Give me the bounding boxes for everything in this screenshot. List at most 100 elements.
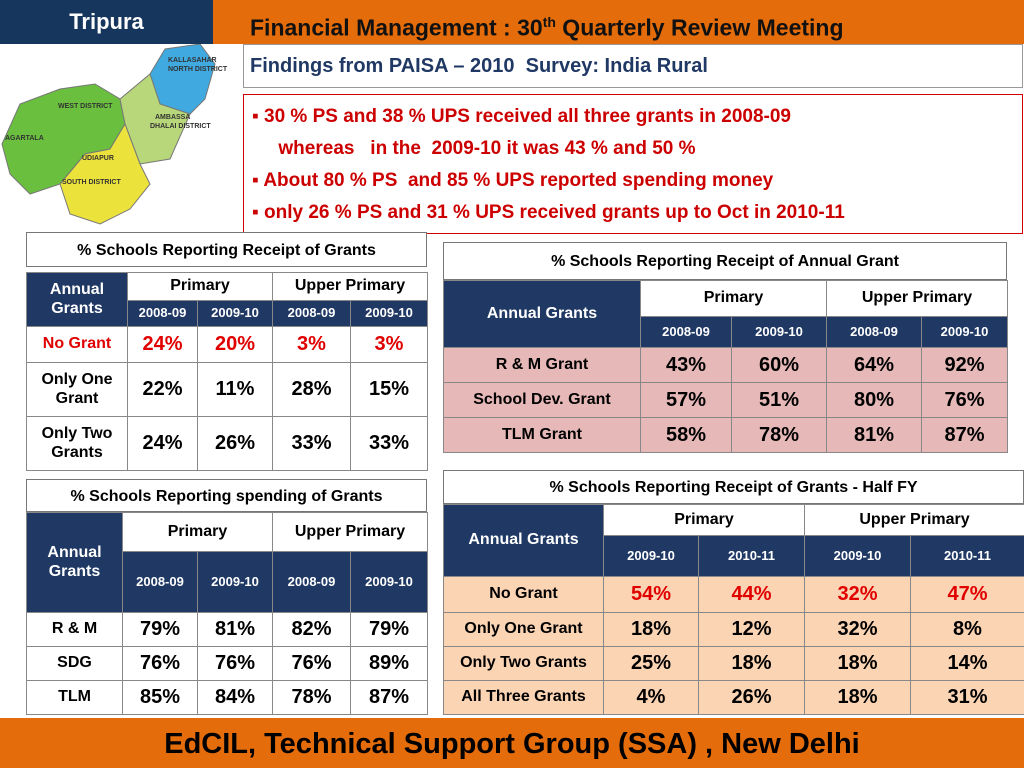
year-header: 2008-09 xyxy=(128,301,198,327)
row-label: Only Two Grants xyxy=(444,647,604,681)
bullet-line: whereas in the 2009-10 it was 43 % and 5… xyxy=(252,133,1014,165)
map: KALLASAHAR NORTH DISTRICT WEST DISTRICT AMB… xyxy=(0,44,240,232)
cell-value: 79% xyxy=(123,613,198,647)
cell-value: 79% xyxy=(351,613,428,647)
group-header: Primary xyxy=(641,281,827,317)
cell-value: 89% xyxy=(351,647,428,681)
cell-value: 58% xyxy=(641,418,732,453)
map-label: AMBASSA xyxy=(155,114,190,121)
cell-value: 18% xyxy=(805,647,911,681)
bullet-line: ▪ About 80 % PS and 85 % UPS reported sp… xyxy=(252,165,1014,197)
cell-value: 43% xyxy=(641,348,732,383)
title-rest: Quarterly Review Meeting xyxy=(556,15,844,41)
title-sup: th xyxy=(543,14,556,30)
table-title: % Schools Reporting Receipt of Grants xyxy=(26,232,427,267)
cell-value: 28% xyxy=(273,363,351,417)
cell-value: 31% xyxy=(911,681,1024,715)
title-main: Financial Management : 30 xyxy=(250,15,543,41)
row-label: TLM xyxy=(27,681,123,715)
cell-value: 87% xyxy=(922,418,1008,453)
cell-value: 15% xyxy=(351,363,428,417)
group-header: Upper Primary xyxy=(805,505,1024,536)
cell-value: 60% xyxy=(732,348,827,383)
bullets: ▪ 30 % PS and 38 % UPS received all thre… xyxy=(243,94,1023,234)
map-label: KALLASAHAR xyxy=(168,57,217,64)
cell-value: 57% xyxy=(641,383,732,418)
cell-value: 20% xyxy=(198,327,273,363)
cell-value: 92% xyxy=(922,348,1008,383)
year-header: 2008-09 xyxy=(641,317,732,348)
group-header: Upper Primary xyxy=(827,281,1008,317)
cell-value: 64% xyxy=(827,348,922,383)
map-label: WEST DISTRICT xyxy=(58,103,113,110)
year-header: 2008-09 xyxy=(827,317,922,348)
row-label: No Grant xyxy=(444,577,604,613)
group-header: Upper Primary xyxy=(273,273,428,301)
year-header: 2008-09 xyxy=(273,552,351,613)
cell-value: 32% xyxy=(805,577,911,613)
cell-value: 11% xyxy=(198,363,273,417)
map-label: AGARTALA xyxy=(5,135,44,142)
cell-value: 18% xyxy=(699,647,805,681)
row-label: SDG xyxy=(27,647,123,681)
group-header: Upper Primary xyxy=(273,513,428,552)
bullet-text: whereas in the 2009-10 it was 43 % and 5… xyxy=(278,138,695,159)
group-header: Primary xyxy=(123,513,273,552)
cell-value: 76% xyxy=(198,647,273,681)
year-header: 2009-10 xyxy=(732,317,827,348)
cell-value: 25% xyxy=(604,647,699,681)
cell-value: 51% xyxy=(732,383,827,418)
row-header: Annual Grants xyxy=(444,281,641,348)
cell-value: 4% xyxy=(604,681,699,715)
cell-value: 14% xyxy=(911,647,1024,681)
cell-value: 85% xyxy=(123,681,198,715)
map-label: SOUTH DISTRICT xyxy=(62,179,121,186)
year-header: 2009-10 xyxy=(198,301,273,327)
year-header: 2008-09 xyxy=(273,301,351,327)
row-label: Only One Grant xyxy=(27,363,128,417)
year-header: 2009-10 xyxy=(198,552,273,613)
group-header: Primary xyxy=(128,273,273,301)
row-label: R & M xyxy=(27,613,123,647)
cell-value: 44% xyxy=(699,577,805,613)
year-header: 2009-10 xyxy=(805,536,911,577)
cell-value: 47% xyxy=(911,577,1024,613)
row-label: School Dev. Grant xyxy=(444,383,641,418)
map-label: UDIAPUR xyxy=(82,155,114,162)
cell-value: 80% xyxy=(827,383,922,418)
cell-value: 24% xyxy=(128,327,198,363)
group-header: Primary xyxy=(604,505,805,536)
cell-value: 82% xyxy=(273,613,351,647)
cell-value: 33% xyxy=(351,417,428,471)
row-header: Annual Grants xyxy=(444,505,604,577)
cell-value: 18% xyxy=(604,613,699,647)
cell-value: 24% xyxy=(128,417,198,471)
map-label: NORTH DISTRICT xyxy=(168,66,228,73)
cell-value: 78% xyxy=(732,418,827,453)
year-header: 2009-10 xyxy=(922,317,1008,348)
row-label: R & M Grant xyxy=(444,348,641,383)
cell-value: 76% xyxy=(922,383,1008,418)
year-header: 2008-09 xyxy=(123,552,198,613)
cell-value: 26% xyxy=(198,417,273,471)
bullet-text: only 26 % PS and 31 % UPS received grant… xyxy=(264,202,845,223)
cell-value: 3% xyxy=(273,327,351,363)
cell-value: 76% xyxy=(123,647,198,681)
bullet-line: ▪ only 26 % PS and 31 % UPS received gra… xyxy=(252,197,1014,229)
footer: EdCIL, Technical Support Group (SSA) , N… xyxy=(0,718,1024,768)
cell-value: 22% xyxy=(128,363,198,417)
row-label: No Grant xyxy=(27,327,128,363)
